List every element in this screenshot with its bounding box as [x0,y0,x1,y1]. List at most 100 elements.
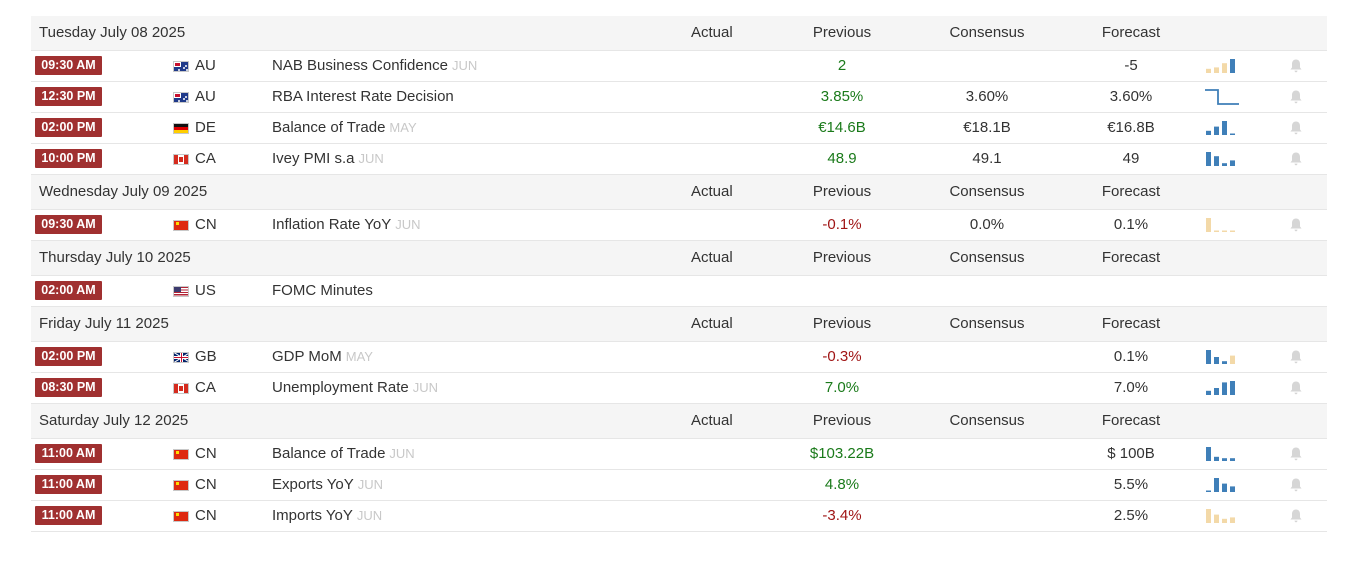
country-code: CN [195,476,217,493]
sparkline-bar [1222,361,1227,364]
column-header-consensus: Consensus [949,24,1025,41]
reference-period: MAY [345,349,373,364]
flag-star [176,222,179,225]
sparkline-bar [1230,160,1235,166]
event-name-cell[interactable]: Balance of Trade MAY [272,113,417,143]
flag-star [176,451,179,454]
event-time-badge: 11:00 AM [35,506,102,525]
sparkline-bar [1206,490,1211,492]
forecast-value: 49 [1122,150,1140,167]
reference-period: JUN [389,446,415,461]
sparkline-bar [1214,456,1219,461]
event-row[interactable]: 08:30 PM CA Unemployment Rate JUN 7.0% 7.0% [31,373,1327,404]
event-row[interactable]: 12:30 PM AU RBA Interest Rate Decision 3.85… [31,82,1327,113]
event-name-cell[interactable]: Balance of Trade JUN [272,439,415,469]
event-row[interactable]: 02:00 PM DE Balance of Trade MAY €14.6B €18.1… [31,113,1327,144]
sparkline-bar [1206,509,1211,523]
column-header-forecast: Forecast [1101,315,1161,332]
cn-flag-icon [173,480,189,491]
bell-icon[interactable] [1289,58,1303,74]
event-row[interactable]: 02:00 AM US FOMC Minutes [31,276,1327,307]
day-header: Thursday July 10 2025 Actual Previous Conse… [31,241,1327,276]
event-name[interactable]: GDP MoM [272,348,342,365]
event-name-cell[interactable]: Imports YoY JUN [272,501,382,531]
sparkline-bar [1222,121,1227,135]
event-name[interactable]: Unemployment Rate [272,379,409,396]
event-name-cell[interactable]: Exports YoY JUN [272,470,383,500]
sparkline-bar [1230,458,1235,461]
bell-icon[interactable] [1289,89,1303,105]
sparkline-bar [1222,163,1227,166]
event-row[interactable]: 11:00 AM CN Exports YoY JUN 4.8% 5.5% [31,470,1327,501]
event-name[interactable]: RBA Interest Rate Decision [272,88,454,105]
sparkline-bar [1206,350,1211,364]
event-name[interactable]: Balance of Trade [272,445,386,462]
event-name-cell[interactable]: Ivey PMI s.a JUN [272,144,384,174]
event-name-cell[interactable]: GDP MoM MAY [272,342,373,372]
event-name[interactable]: Ivey PMI s.a [272,150,355,167]
bell-icon[interactable] [1289,508,1303,524]
sparkline-bar [1222,382,1227,395]
event-row[interactable]: 02:00 PM GB GDP MoM MAY -0.3% 0.1% [31,342,1327,373]
sparkline-chart [1206,381,1235,395]
event-name[interactable]: Inflation Rate YoY [272,216,392,233]
previous-value: $103.22B [809,445,875,462]
event-time-badge: 09:30 AM [35,215,102,234]
union-jack-canton [174,93,181,98]
event-name[interactable]: Imports YoY [272,507,353,524]
bell-icon[interactable] [1289,217,1303,233]
au-flag-icon [173,92,189,103]
bell-icon[interactable] [1289,349,1303,365]
flag-star [176,482,179,485]
column-header-forecast: Forecast [1101,249,1161,266]
event-row[interactable]: 09:30 AM AU NAB Business Confidence JUN 2 -5 [31,51,1327,82]
sparkline-bar [1222,458,1227,461]
column-header-actual: Actual [691,183,733,200]
forecast-value: 0.1% [1113,348,1149,365]
event-name[interactable]: Balance of Trade [272,119,386,136]
event-time-badge: 11:00 AM [35,444,102,463]
reference-period: JUN [357,477,384,492]
flag-canton [174,287,181,292]
event-name-cell[interactable]: Unemployment Rate JUN [272,373,438,403]
bell-icon[interactable] [1289,151,1303,167]
event-row[interactable]: 11:00 AM CN Balance of Trade JUN $103.22B $ 1… [31,439,1327,470]
union-jack-canton [174,62,181,67]
maple-leaf [179,157,183,162]
event-row[interactable]: 09:30 AM CN Inflation Rate YoY JUN -0.1% 0.0%… [31,210,1327,241]
column-header-previous: Previous [812,24,872,41]
event-name[interactable]: Exports YoY [272,476,354,493]
event-row[interactable]: 10:00 PM CA Ivey PMI s.a JUN 48.9 49.1 49 [31,144,1327,175]
reference-period: JUN [356,508,383,523]
previous-value: -3.4% [822,507,862,524]
event-name-cell[interactable]: RBA Interest Rate Decision [272,82,454,112]
country-code: CN [195,507,217,524]
event-name-cell[interactable]: NAB Business Confidence JUN [272,51,477,81]
country-code: CN [195,216,217,233]
previous-value: 7.0% [824,379,860,396]
column-header-consensus: Consensus [949,412,1025,429]
column-header-previous: Previous [812,249,872,266]
event-name[interactable]: FOMC Minutes [272,282,373,299]
country-code: AU [195,88,216,105]
forecast-value: 0.1% [1113,216,1149,233]
bell-icon[interactable] [1289,477,1303,493]
event-row[interactable]: 11:00 AM CN Imports YoY JUN -3.4% 2.5% [31,501,1327,532]
sparkline-bar [1230,517,1235,523]
reference-period: JUN [412,380,439,395]
reference-period: MAY [389,120,417,135]
bell-icon[interactable] [1289,380,1303,396]
economic-calendar: Tuesday July 08 2025 Actual Previous Consen… [31,16,1327,532]
sparkline-chart [1206,509,1235,523]
flag-star [185,65,187,67]
event-name-cell[interactable]: Inflation Rate YoY JUN [272,210,421,240]
day-date: Wednesday July 09 2025 [39,183,208,200]
event-name[interactable]: NAB Business Confidence [272,57,448,74]
forecast-value: 7.0% [1113,379,1149,396]
ca-flag-icon [173,154,189,165]
sparkline-bar [1214,230,1219,232]
bell-icon[interactable] [1289,120,1303,136]
event-time-badge: 02:00 AM [35,281,102,300]
event-name-cell[interactable]: FOMC Minutes [272,276,373,306]
bell-icon[interactable] [1289,446,1303,462]
